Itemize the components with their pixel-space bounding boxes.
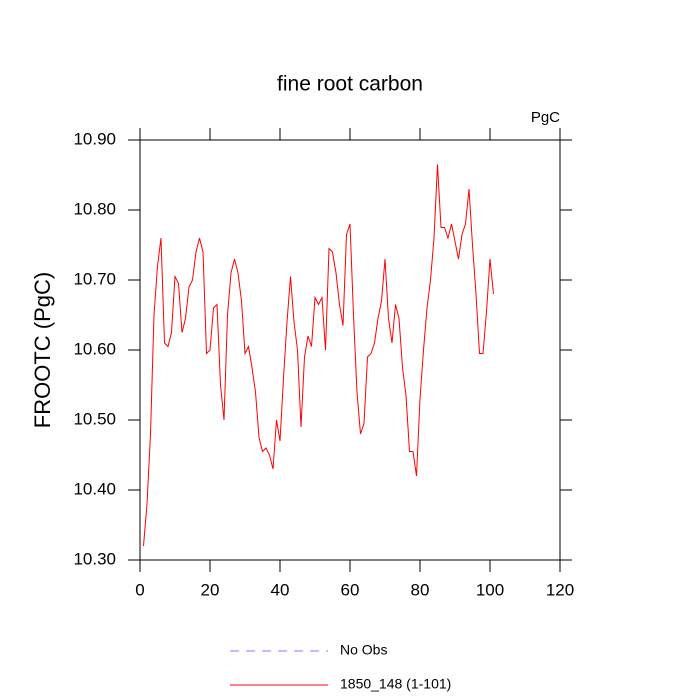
y-tick-label: 10.30 xyxy=(73,549,116,568)
y-tick-label: 10.60 xyxy=(73,339,116,358)
x-tick-label: 40 xyxy=(271,580,290,599)
x-tick-label: 120 xyxy=(546,580,574,599)
y-tick-label: 10.90 xyxy=(73,129,116,148)
x-tick-label: 0 xyxy=(135,580,144,599)
chart-title: fine root carbon xyxy=(277,73,423,96)
y-tick-label: 10.40 xyxy=(73,479,116,498)
y-tick-label: 10.50 xyxy=(73,409,116,428)
legend-label: 1850_148 (1-101) xyxy=(340,676,451,692)
x-tick-label: 60 xyxy=(341,580,360,599)
x-tick-label: 100 xyxy=(476,580,504,599)
y-tick-label: 10.70 xyxy=(73,269,116,288)
legend-label: No Obs xyxy=(340,642,387,658)
data-line xyxy=(143,164,494,547)
y-axis-label: FROOTC (PgC) xyxy=(30,272,55,428)
x-tick-label: 20 xyxy=(201,580,220,599)
y-tick-label: 10.80 xyxy=(73,199,116,218)
units-label: PgC xyxy=(531,109,560,126)
x-tick-label: 80 xyxy=(411,580,430,599)
